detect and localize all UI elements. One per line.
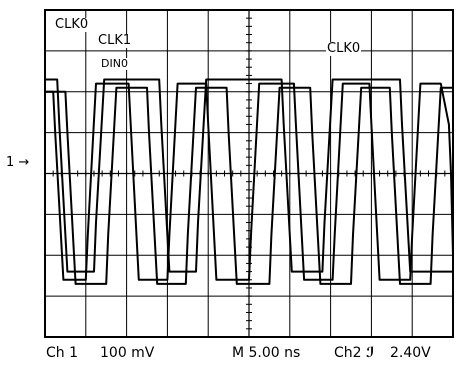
trigger-level: 2.40V bbox=[390, 345, 431, 361]
channel-label: Ch 1 bbox=[46, 345, 79, 361]
trigger-source: Ch2 bbox=[334, 345, 362, 361]
label-clk0-right: CLK0 bbox=[326, 41, 362, 56]
timebase: M 5.00 ns bbox=[232, 345, 301, 361]
rising-edge-icon: ℐ bbox=[366, 345, 375, 361]
label-clk0-top: CLK0 bbox=[54, 17, 90, 32]
waveform-traces bbox=[45, 78, 454, 285]
status-bar: Ch 1 100 mV M 5.00 ns Ch2 ℐ 2.40V bbox=[46, 345, 455, 363]
channel-1-marker: 1 → bbox=[6, 155, 30, 170]
label-din0: DIN0 bbox=[100, 57, 129, 70]
label-clk1: CLK1 bbox=[97, 33, 133, 48]
trace-clk1 bbox=[45, 86, 453, 285]
vertical-scale: 100 mV bbox=[100, 345, 155, 361]
trace-clk0 bbox=[45, 82, 454, 281]
trace-din0 bbox=[45, 78, 453, 273]
screen-border bbox=[44, 9, 454, 338]
